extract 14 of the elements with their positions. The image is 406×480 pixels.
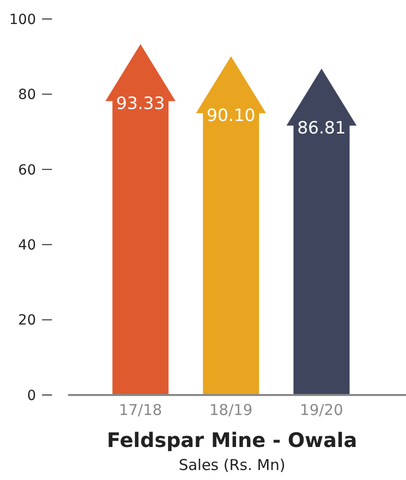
data-label: 90.10 <box>206 106 256 126</box>
x-tick-label: 18/19 <box>209 401 253 419</box>
y-tick-label: 40 <box>18 238 36 254</box>
data-label: 93.33 <box>116 94 165 114</box>
x-tick-label: 19/20 <box>300 401 344 419</box>
text: Feldspar Mine - Owala <box>106 428 358 452</box>
y-tick-label: 20 <box>18 312 36 329</box>
y-tick-label: 60 <box>18 162 36 178</box>
y-tick-label: 0 <box>27 388 36 404</box>
text: Sales (Rs. Mn) <box>178 456 286 474</box>
y-tick-label: 80 <box>18 87 36 104</box>
data-label: 86.81 <box>297 118 346 139</box>
y-tick-label: 100 <box>9 12 36 28</box>
x-tick-label: 17/18 <box>118 401 162 419</box>
